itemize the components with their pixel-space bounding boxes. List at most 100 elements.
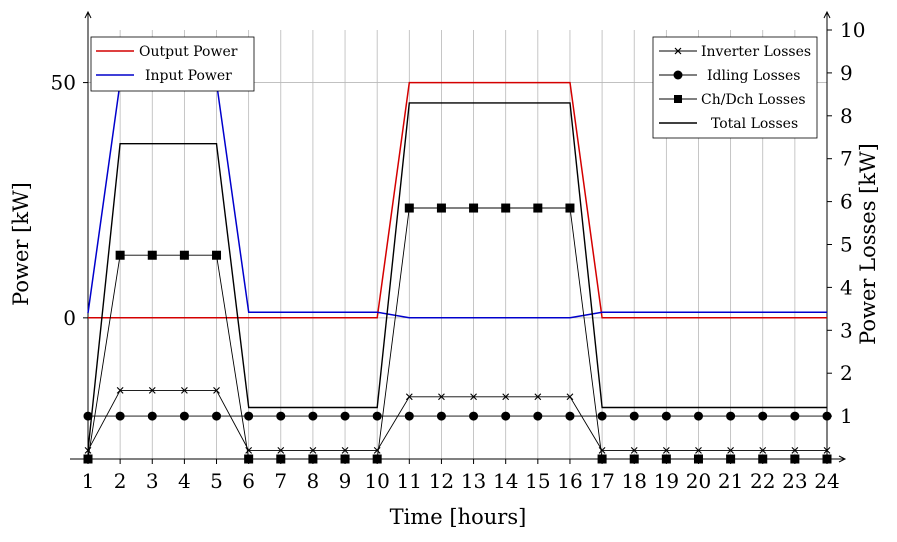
data-point-inverter-losses — [213, 386, 220, 394]
x-tick-label: 1 — [82, 469, 95, 493]
x-tick-label: 9 — [339, 469, 352, 493]
data-point-inverter-losses — [662, 447, 670, 454]
data-point-idling-losses — [790, 411, 800, 421]
data-point-inverter-losses — [373, 447, 381, 454]
data-point-inverter-losses — [759, 447, 767, 454]
data-point-ch-dch-losses — [83, 454, 93, 464]
x-tick-label: 3 — [146, 469, 159, 493]
right-y-tick-label: 9 — [840, 61, 853, 85]
data-point-idling-losses — [436, 411, 446, 421]
data-point-ch-dch-losses — [758, 454, 768, 464]
data-point-ch-dch-losses — [565, 203, 575, 213]
left-y-axis-label: Power [kW] — [9, 182, 33, 306]
data-point-idling-losses — [693, 411, 703, 421]
x-tick-label: 22 — [750, 469, 775, 493]
right-y-axis-label: Power Losses [kW] — [856, 143, 880, 345]
data-point-ch-dch-losses — [501, 203, 511, 213]
right-y-tick-label: 7 — [840, 147, 853, 171]
x-tick-label: 23 — [782, 469, 807, 493]
data-point-ch-dch-losses — [533, 203, 543, 213]
data-point-idling-losses — [822, 411, 832, 421]
legend-idling-losses-label: Idling Losses — [707, 68, 800, 84]
data-point-ch-dch-losses — [308, 454, 318, 464]
x-tick-label: 21 — [718, 469, 743, 493]
data-point-idling-losses — [404, 411, 414, 421]
x-tick-label: 16 — [557, 469, 582, 493]
x-tick-label: 13 — [461, 469, 486, 493]
data-point-idling-losses — [308, 411, 318, 421]
right-y-tick-label: 1 — [840, 404, 853, 428]
data-point-inverter-losses — [470, 393, 477, 401]
x-tick-label: 24 — [814, 469, 839, 493]
data-point-idling-losses — [147, 411, 157, 421]
data-point-ch-dch-losses — [822, 454, 832, 464]
legend-output-power-label: Output Power — [139, 44, 238, 60]
data-point-idling-losses — [340, 411, 350, 421]
data-point-idling-losses — [758, 411, 768, 421]
data-point-inverter-losses — [630, 447, 638, 454]
x-tick-label: 17 — [589, 469, 614, 493]
series-line-output-power — [88, 81, 827, 319]
data-point-ch-dch-losses — [147, 250, 157, 260]
x-tick-label: 10 — [364, 469, 389, 493]
data-point-inverter-losses — [695, 447, 702, 454]
data-point-idling-losses — [372, 411, 382, 421]
x-tick-label: 20 — [686, 469, 711, 493]
data-point-inverter-losses — [823, 447, 831, 454]
data-point-idling-losses — [469, 411, 479, 421]
right-y-tick-label: 6 — [840, 190, 853, 214]
data-point-idling-losses — [629, 411, 639, 421]
data-point-inverter-losses — [148, 386, 156, 394]
data-point-inverter-losses — [566, 393, 574, 401]
legend-chdch-losses-label: Ch/Dch Losses — [701, 92, 806, 108]
legend-idling-losses-marker — [673, 70, 683, 80]
x-tick-label: 2 — [114, 469, 127, 493]
data-point-ch-dch-losses — [244, 454, 254, 464]
x-axis-arrow — [838, 455, 847, 463]
right-y-axis-arrow — [823, 10, 831, 19]
data-point-idling-losses — [244, 411, 254, 421]
x-tick-label: 6 — [242, 469, 255, 493]
x-tick-label: 5 — [210, 469, 223, 493]
legend-inverter-losses-marker — [674, 47, 682, 55]
left-y-axis-arrow — [84, 10, 92, 19]
data-point-ch-dch-losses — [469, 203, 479, 213]
legend-inverter-losses-label: Inverter Losses — [701, 44, 811, 60]
data-point-idling-losses — [83, 411, 93, 421]
legend-left: Output Power Input Power — [90, 36, 255, 92]
data-point-inverter-losses — [534, 393, 542, 401]
legend-chdch-losses-marker — [674, 95, 682, 103]
data-point-idling-losses — [179, 411, 189, 421]
right-y-tick-label: 3 — [840, 318, 853, 342]
series-line-inverter-losses — [87, 389, 827, 451]
right-y-tick-label: 4 — [840, 275, 853, 299]
data-point-idling-losses — [565, 411, 575, 421]
data-point-inverter-losses — [277, 447, 285, 454]
data-point-inverter-losses — [341, 447, 349, 454]
data-point-inverter-losses — [502, 393, 510, 401]
right-y-tick-label: 5 — [840, 233, 853, 257]
data-point-ch-dch-losses — [597, 454, 607, 464]
data-point-idling-losses — [726, 411, 736, 421]
data-point-inverter-losses — [309, 447, 317, 454]
data-point-ch-dch-losses — [726, 454, 736, 464]
data-point-ch-dch-losses — [212, 250, 222, 260]
data-point-ch-dch-losses — [372, 454, 382, 464]
x-axis-label: Time [hours] — [390, 505, 527, 529]
x-tick-label: 14 — [493, 469, 518, 493]
data-point-ch-dch-losses — [629, 454, 639, 464]
data-point-idling-losses — [276, 411, 286, 421]
data-point-inverter-losses — [405, 393, 413, 401]
x-tick-label: 4 — [178, 469, 191, 493]
series-layer — [83, 81, 832, 464]
right-y-tick-label: 2 — [840, 361, 853, 385]
x-tick-label: 15 — [525, 469, 550, 493]
x-tick-label: 7 — [274, 469, 287, 493]
data-point-ch-dch-losses — [179, 250, 189, 260]
series-line-total-losses — [87, 102, 827, 451]
x-tick-label: 18 — [621, 469, 646, 493]
data-point-ch-dch-losses — [661, 454, 671, 464]
data-point-inverter-losses — [181, 386, 188, 394]
legend-left-frame — [90, 36, 255, 92]
data-point-idling-losses — [533, 411, 543, 421]
